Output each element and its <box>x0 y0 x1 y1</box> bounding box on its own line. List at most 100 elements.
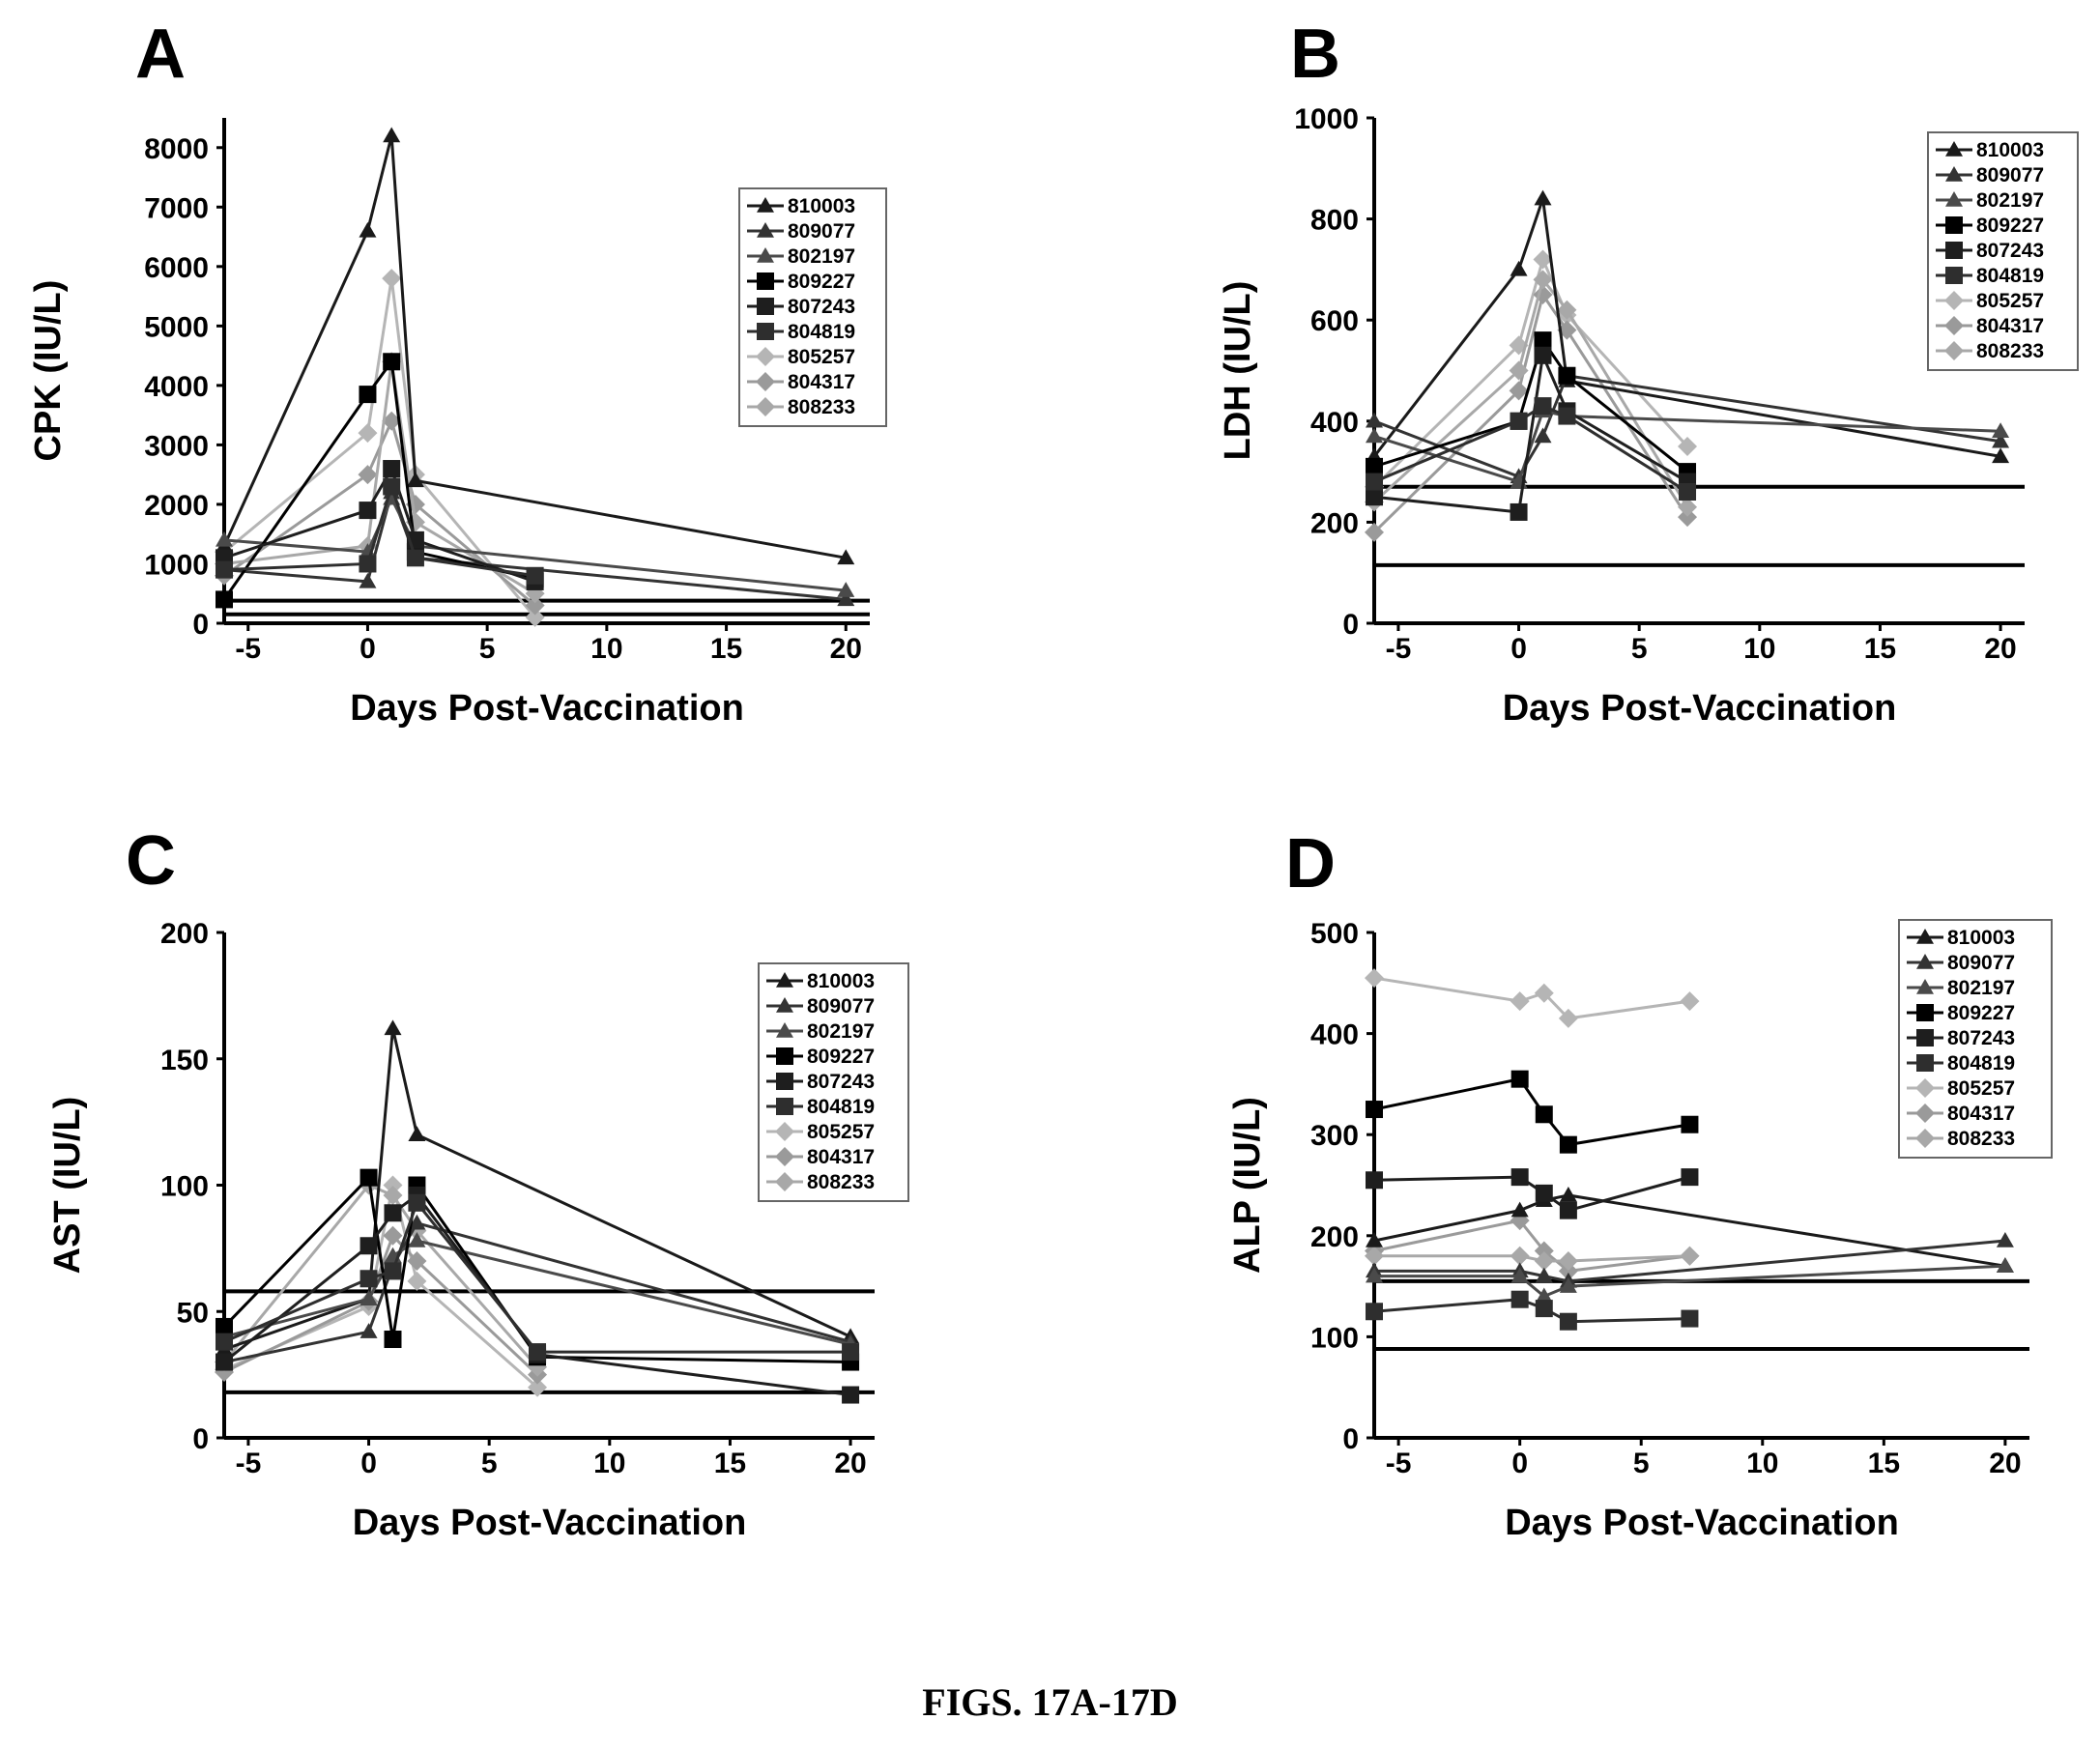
legend-item: 809077 <box>1907 952 2015 974</box>
data-point <box>1678 507 1698 528</box>
legend-marker <box>1944 341 1964 360</box>
series-807243 <box>1366 346 1697 521</box>
legend-item: 808233 <box>1907 1128 2015 1150</box>
panel-letter: D <box>1285 825 1336 903</box>
data-point <box>359 555 377 573</box>
legend-item: 807243 <box>766 1071 875 1093</box>
x-tick-label: 15 <box>714 1448 746 1479</box>
x-axis-label: Days Post-Vaccination <box>353 1503 747 1543</box>
x-tick-label: 20 <box>1989 1448 2021 1479</box>
data-point <box>1996 1232 2014 1247</box>
panel-letter: C <box>126 822 176 900</box>
data-point <box>1681 1309 1699 1328</box>
legend-item: 809077 <box>766 995 875 1018</box>
legend-item: 804819 <box>1907 1052 2015 1075</box>
data-point <box>1510 260 1528 276</box>
legend-marker <box>776 1022 793 1038</box>
data-point <box>1559 1312 1577 1331</box>
legend-marker <box>757 298 774 315</box>
data-point <box>382 269 402 289</box>
data-point <box>1559 1186 1577 1202</box>
data-point <box>216 1353 233 1371</box>
data-point <box>1510 1290 1529 1308</box>
x-axis-label: Days Post-Vaccination <box>350 688 744 729</box>
data-point <box>384 1262 402 1280</box>
x-tick-label: 5 <box>1631 633 1648 665</box>
y-tick-label: 50 <box>177 1297 209 1329</box>
panel-b: B 0 200 400 600 800 1000 -5 0 5 10 15 20 Days Post-Va… <box>1218 15 2079 729</box>
legend-marker <box>756 397 775 416</box>
data-point <box>1510 502 1528 521</box>
data-point <box>1558 1250 1578 1271</box>
series-line <box>223 361 536 595</box>
legend-marker <box>1916 954 1934 969</box>
data-point <box>1366 412 1383 428</box>
data-point <box>1510 1168 1529 1187</box>
x-tick-label: 10 <box>1743 633 1775 665</box>
legend-label: 809227 <box>1947 1002 2015 1024</box>
y-tick-label: 300 <box>1310 1120 1359 1152</box>
data-point <box>383 1185 403 1205</box>
x-tick-label: 10 <box>1746 1448 1778 1479</box>
y-tick-label: 0 <box>192 1423 209 1455</box>
legend-label: 808233 <box>1947 1128 2015 1150</box>
legend-marker <box>757 323 774 340</box>
legend-item: 808233 <box>1936 340 2044 362</box>
legend-item: 804317 <box>747 371 855 393</box>
y-tick-label: 5000 <box>144 311 209 343</box>
legend-label: 804819 <box>807 1096 875 1118</box>
data-point <box>1510 1201 1529 1218</box>
legend-label: 804819 <box>1947 1052 2015 1075</box>
series-802197 <box>1366 1257 2014 1304</box>
series-804819 <box>1366 397 1697 502</box>
legend: 8100038090778021978092278072438048198052… <box>1927 131 2079 371</box>
data-point <box>1510 1267 1529 1283</box>
legend-label: 808233 <box>1976 340 2044 362</box>
x-tick-label: 15 <box>1864 633 1896 665</box>
panel-a: A 0 1000 2000 3000 4000 5000 6000 7000 8000 -5 0 5 10… <box>28 15 887 729</box>
data-point <box>408 1126 426 1141</box>
y-tick-label: 6000 <box>144 252 209 284</box>
x-tick-label: 15 <box>1868 1448 1900 1479</box>
legend-marker <box>757 247 774 263</box>
legend-item: 805257 <box>1936 290 2044 312</box>
y-tick-label: 8000 <box>144 133 209 165</box>
x-tick-label: -5 <box>1386 633 1412 665</box>
legend-item: 809227 <box>747 271 855 293</box>
data-point <box>1365 1246 1384 1266</box>
series-808233 <box>1365 1246 1700 1271</box>
series-804819 <box>1366 1290 1699 1331</box>
legend-marker <box>776 1047 793 1065</box>
x-tick-label: -5 <box>236 1448 262 1479</box>
legend-item: 805257 <box>766 1121 875 1143</box>
data-point <box>1559 1201 1577 1219</box>
legend-marker <box>1945 141 1963 157</box>
legend-label: 804317 <box>1976 315 2044 337</box>
data-point <box>1535 1267 1553 1283</box>
data-point <box>384 1331 402 1349</box>
data-point <box>1558 1008 1578 1028</box>
data-point <box>1365 522 1384 542</box>
data-point <box>1558 407 1576 425</box>
legend-label: 809077 <box>788 220 855 243</box>
series-804317 <box>1365 285 1698 542</box>
data-point <box>1366 1171 1383 1190</box>
series-807243 <box>1366 1168 1699 1219</box>
legend-item: 804317 <box>1907 1103 2015 1125</box>
legend-label: 804819 <box>788 321 855 343</box>
legend-item: 805257 <box>747 346 855 368</box>
data-point <box>360 1290 378 1305</box>
data-point <box>1510 1070 1529 1088</box>
y-tick-label: 200 <box>1310 1221 1359 1253</box>
series-line <box>1373 976 1690 1020</box>
y-tick-label: 4000 <box>144 371 209 403</box>
data-point <box>358 465 378 485</box>
data-point <box>1366 1101 1383 1119</box>
series-line <box>1373 336 1688 473</box>
data-point <box>360 1237 378 1255</box>
data-point <box>1509 381 1529 401</box>
panel-d: D 0 100 200 300 400 500 -5 0 5 10 15 20 Days Post-Vac… <box>1227 825 2053 1543</box>
data-point <box>837 590 855 607</box>
legend: 8100038090778021978092278072438048198052… <box>1898 919 2053 1159</box>
y-tick-label: 150 <box>160 1045 209 1076</box>
